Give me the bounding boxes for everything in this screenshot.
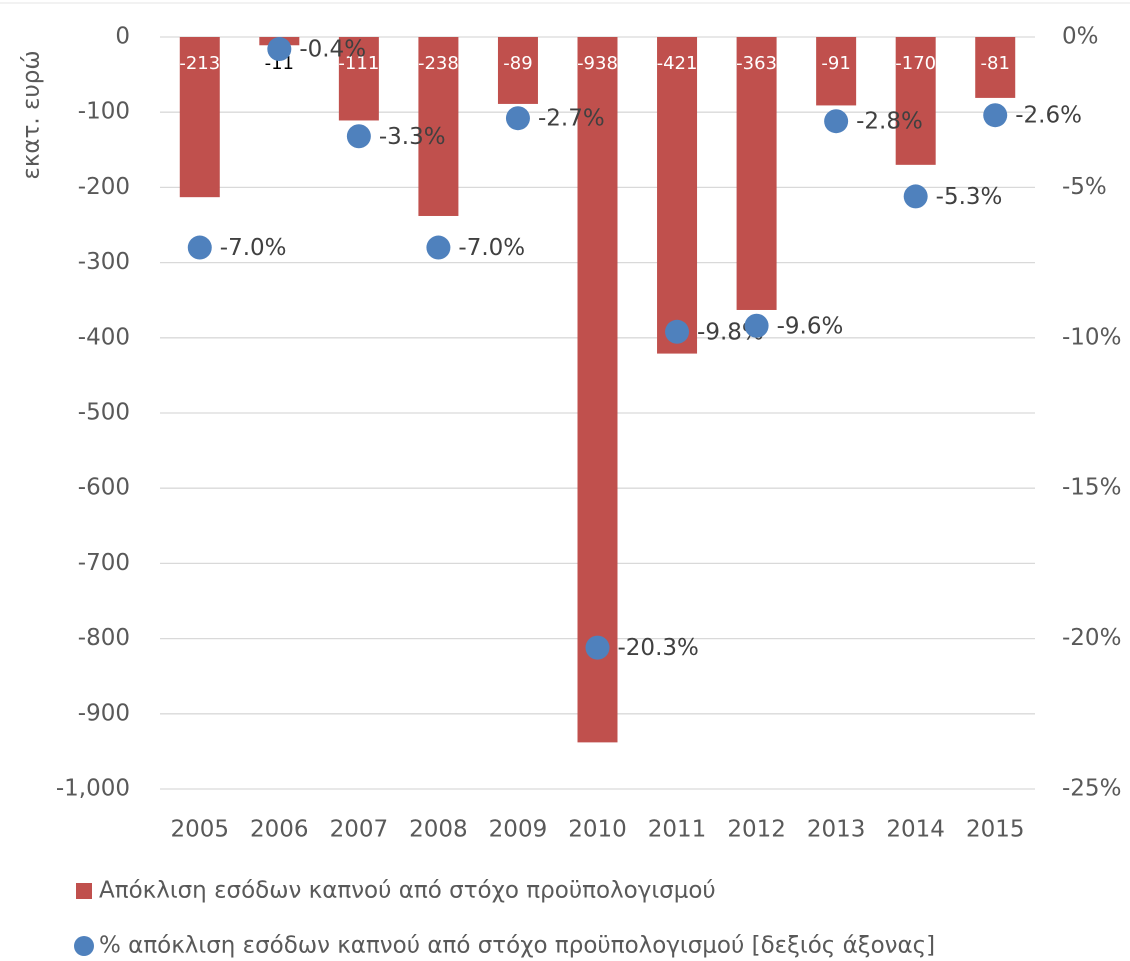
y2-tick-label: 0% (1062, 24, 1099, 50)
point (983, 103, 1008, 128)
y-tick-label: -300 (78, 249, 130, 275)
point (665, 319, 690, 344)
legend-marker (76, 883, 92, 899)
point-value-label: -7.0% (220, 235, 287, 261)
y2-tick-label: -5% (1062, 174, 1107, 200)
bar-value-label: -421 (657, 53, 698, 74)
point-value-label: -20.3% (618, 635, 699, 661)
y-tick-label: -700 (78, 550, 130, 576)
y-tick-label: -400 (78, 324, 130, 350)
bar-value-label: -213 (179, 53, 220, 74)
legend-label: % απόκλιση εσόδων καπνού από στόχο προϋπ… (99, 933, 935, 959)
x-tick-label: 2014 (886, 817, 945, 843)
y2-tick-label: -15% (1062, 475, 1121, 501)
x-tick-label: 2007 (330, 817, 389, 843)
x-tick-label: 2015 (966, 817, 1025, 843)
bar-value-label: -363 (736, 53, 777, 74)
y-tick-label: -1,000 (56, 776, 130, 802)
bar-value-label: -91 (821, 53, 850, 74)
y-tick-label: -100 (78, 99, 130, 125)
x-tick-label: 2009 (489, 817, 548, 843)
bar (497, 37, 538, 104)
legend-marker (74, 936, 94, 956)
y-axis-label: εκατ. ευρώ (19, 50, 45, 179)
bar (816, 37, 857, 106)
bar (975, 37, 1016, 98)
point (267, 37, 292, 62)
point-value-label: -3.3% (379, 124, 446, 150)
bar-value-label: -111 (338, 53, 379, 74)
y2-tick-label: -25% (1062, 776, 1121, 802)
point-value-label: -5.3% (936, 184, 1003, 210)
point (824, 109, 849, 134)
y-tick-label: -200 (78, 174, 130, 200)
point (187, 235, 212, 260)
point (744, 313, 769, 338)
bar (577, 37, 618, 743)
bar (338, 37, 379, 121)
point-value-label: -2.7% (538, 106, 605, 132)
bar-value-label: -81 (981, 53, 1010, 74)
x-tick-label: 2005 (170, 817, 229, 843)
legend-label: Απόκλιση εσόδων καπνού από στόχο προϋπολ… (99, 878, 716, 904)
bar-value-label: -170 (895, 53, 936, 74)
y-tick-label: -800 (78, 625, 130, 651)
x-tick-label: 2006 (250, 817, 309, 843)
y-tick-label: -600 (78, 475, 130, 501)
point (903, 184, 928, 209)
bar (418, 37, 459, 216)
y2-tick-label: -10% (1062, 324, 1121, 350)
y2-tick-label: -20% (1062, 625, 1121, 651)
point (426, 235, 451, 260)
bar-value-label: -938 (577, 53, 618, 74)
point (346, 124, 371, 149)
y-tick-label: -500 (78, 400, 130, 426)
bar (657, 37, 698, 354)
point-value-label: -0.4% (299, 37, 366, 63)
x-tick-label: 2008 (409, 817, 468, 843)
x-tick-label: 2010 (568, 817, 627, 843)
bar-value-label: -89 (503, 53, 532, 74)
x-tick-label: 2011 (648, 817, 707, 843)
x-tick-label: 2013 (807, 817, 866, 843)
bar-value-label: -238 (418, 53, 459, 74)
x-tick-label: 2012 (727, 817, 786, 843)
y-tick-label: -900 (78, 700, 130, 726)
bar (179, 37, 220, 198)
bar (736, 37, 777, 310)
y-tick-label: 0 (115, 24, 130, 50)
point (585, 635, 610, 660)
point-value-label: -2.8% (856, 109, 923, 135)
point-value-label: -7.0% (458, 235, 525, 261)
bar (895, 37, 936, 165)
point (505, 106, 530, 131)
point-value-label: -9.6% (777, 313, 844, 339)
point-value-label: -2.6% (1015, 103, 1082, 129)
